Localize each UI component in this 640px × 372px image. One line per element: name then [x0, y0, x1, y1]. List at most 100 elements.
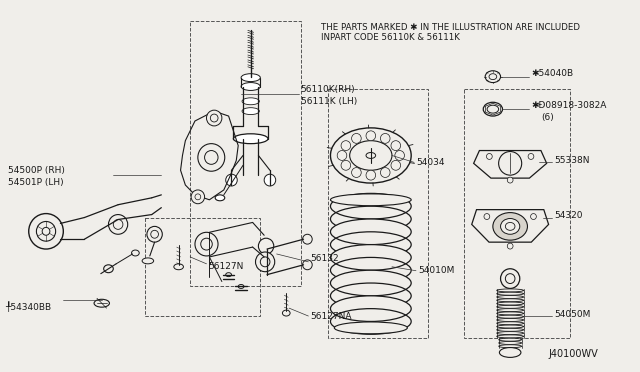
Ellipse shape: [142, 258, 154, 264]
Ellipse shape: [349, 141, 392, 170]
Ellipse shape: [282, 310, 290, 316]
Text: ✱54040B: ✱54040B: [531, 69, 573, 78]
Ellipse shape: [497, 322, 524, 325]
Bar: [464, 89, 570, 338]
Ellipse shape: [94, 299, 109, 307]
Ellipse shape: [497, 292, 524, 295]
Circle shape: [113, 219, 123, 230]
Ellipse shape: [330, 219, 411, 245]
Circle shape: [395, 151, 404, 160]
Circle shape: [351, 168, 361, 177]
Circle shape: [260, 257, 270, 267]
Ellipse shape: [132, 250, 140, 256]
Circle shape: [195, 194, 201, 200]
Ellipse shape: [497, 335, 524, 338]
Circle shape: [391, 141, 401, 151]
Ellipse shape: [215, 195, 225, 201]
Circle shape: [380, 168, 390, 177]
Circle shape: [191, 190, 205, 204]
Ellipse shape: [489, 74, 497, 80]
Ellipse shape: [330, 296, 411, 321]
Ellipse shape: [499, 345, 522, 348]
Ellipse shape: [334, 322, 407, 334]
Text: ╀54340BB: ╀54340BB: [4, 301, 51, 311]
Ellipse shape: [174, 264, 184, 270]
Text: 54034: 54034: [416, 158, 445, 167]
Circle shape: [366, 131, 376, 141]
Ellipse shape: [497, 299, 524, 302]
Circle shape: [264, 174, 276, 186]
Polygon shape: [474, 151, 547, 178]
Ellipse shape: [241, 74, 260, 81]
Ellipse shape: [497, 315, 524, 318]
Ellipse shape: [493, 212, 527, 240]
Text: 54501P (LH): 54501P (LH): [8, 177, 63, 187]
Circle shape: [341, 141, 351, 151]
Ellipse shape: [506, 222, 515, 230]
Circle shape: [42, 227, 50, 235]
Ellipse shape: [497, 302, 524, 305]
Text: 56127N: 56127N: [209, 262, 244, 271]
Circle shape: [531, 214, 536, 219]
Ellipse shape: [234, 134, 268, 144]
Ellipse shape: [497, 328, 524, 331]
Ellipse shape: [330, 194, 411, 206]
Bar: [145, 218, 260, 316]
Circle shape: [29, 214, 63, 249]
Text: 54050M: 54050M: [554, 310, 591, 318]
Circle shape: [226, 174, 237, 186]
Circle shape: [351, 134, 361, 143]
Ellipse shape: [104, 265, 113, 273]
Ellipse shape: [497, 312, 524, 315]
Circle shape: [211, 114, 218, 122]
Text: INPART CODE 56110K & 56111K: INPART CODE 56110K & 56111K: [321, 33, 460, 42]
Circle shape: [147, 227, 163, 242]
Ellipse shape: [330, 128, 411, 183]
Ellipse shape: [226, 273, 232, 277]
Circle shape: [198, 144, 225, 171]
Circle shape: [303, 234, 312, 244]
Circle shape: [341, 160, 351, 170]
Ellipse shape: [499, 338, 522, 341]
Ellipse shape: [497, 309, 524, 312]
Circle shape: [337, 151, 347, 160]
Text: 56127NA: 56127NA: [310, 311, 352, 321]
Circle shape: [484, 214, 490, 219]
Text: THE PARTS MARKED ✱ IN THE ILLUSTRATION ARE INCLUDED: THE PARTS MARKED ✱ IN THE ILLUSTRATION A…: [321, 23, 580, 32]
Text: 56132: 56132: [310, 254, 339, 263]
Bar: [328, 89, 429, 338]
Ellipse shape: [499, 347, 521, 357]
Circle shape: [201, 238, 212, 250]
Circle shape: [508, 243, 513, 249]
Circle shape: [500, 269, 520, 288]
Circle shape: [366, 170, 376, 180]
Circle shape: [255, 252, 275, 272]
Ellipse shape: [330, 270, 411, 296]
Polygon shape: [472, 210, 548, 242]
Circle shape: [528, 154, 534, 160]
Circle shape: [486, 154, 492, 160]
Circle shape: [380, 134, 390, 143]
Ellipse shape: [497, 331, 524, 334]
Circle shape: [207, 110, 222, 126]
Ellipse shape: [497, 305, 524, 308]
Text: ✱Ð08918-3082A: ✱Ð08918-3082A: [531, 101, 607, 110]
Ellipse shape: [330, 193, 411, 219]
Ellipse shape: [487, 105, 499, 113]
Ellipse shape: [497, 289, 524, 292]
Ellipse shape: [497, 325, 524, 328]
Circle shape: [506, 274, 515, 283]
Circle shape: [391, 160, 401, 170]
Circle shape: [259, 238, 274, 254]
Ellipse shape: [499, 341, 522, 344]
Circle shape: [151, 230, 159, 238]
Ellipse shape: [497, 318, 524, 321]
Text: 56110K(RH): 56110K(RH): [301, 85, 355, 94]
Text: 54500P (RH): 54500P (RH): [8, 166, 65, 175]
Ellipse shape: [241, 83, 260, 90]
Text: J40100WV: J40100WV: [549, 349, 598, 359]
Text: 55338N: 55338N: [554, 156, 590, 165]
Circle shape: [303, 260, 312, 270]
Ellipse shape: [238, 285, 244, 288]
Circle shape: [109, 215, 128, 234]
